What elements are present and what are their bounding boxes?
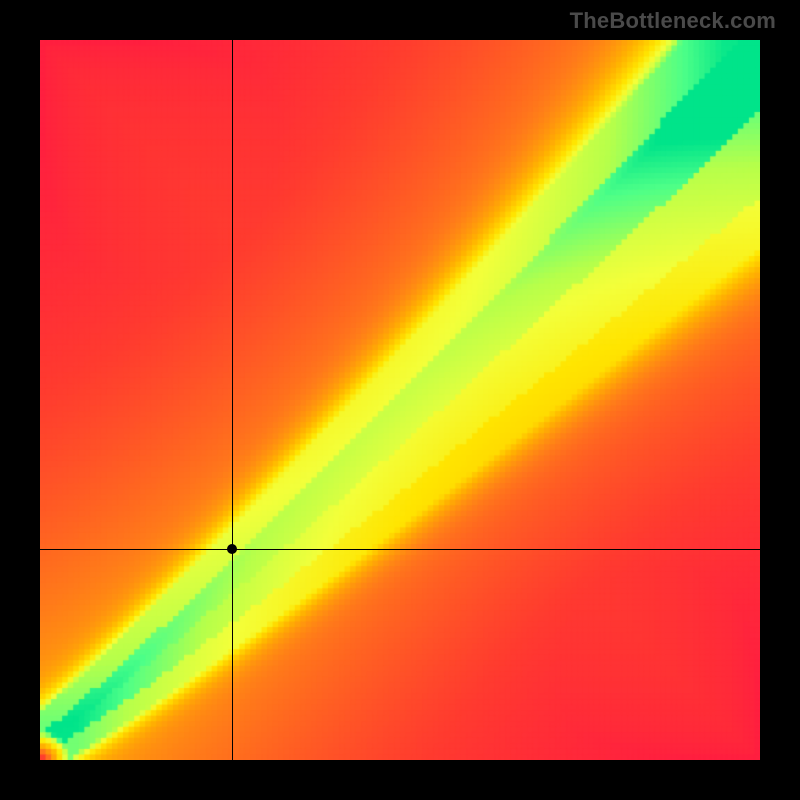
- marker-dot: [227, 544, 237, 554]
- plot-area: [40, 40, 760, 760]
- crosshair-horizontal: [40, 549, 760, 550]
- watermark-text: TheBottleneck.com: [570, 8, 776, 34]
- crosshair-vertical: [232, 40, 233, 760]
- heatmap-canvas: [40, 40, 760, 760]
